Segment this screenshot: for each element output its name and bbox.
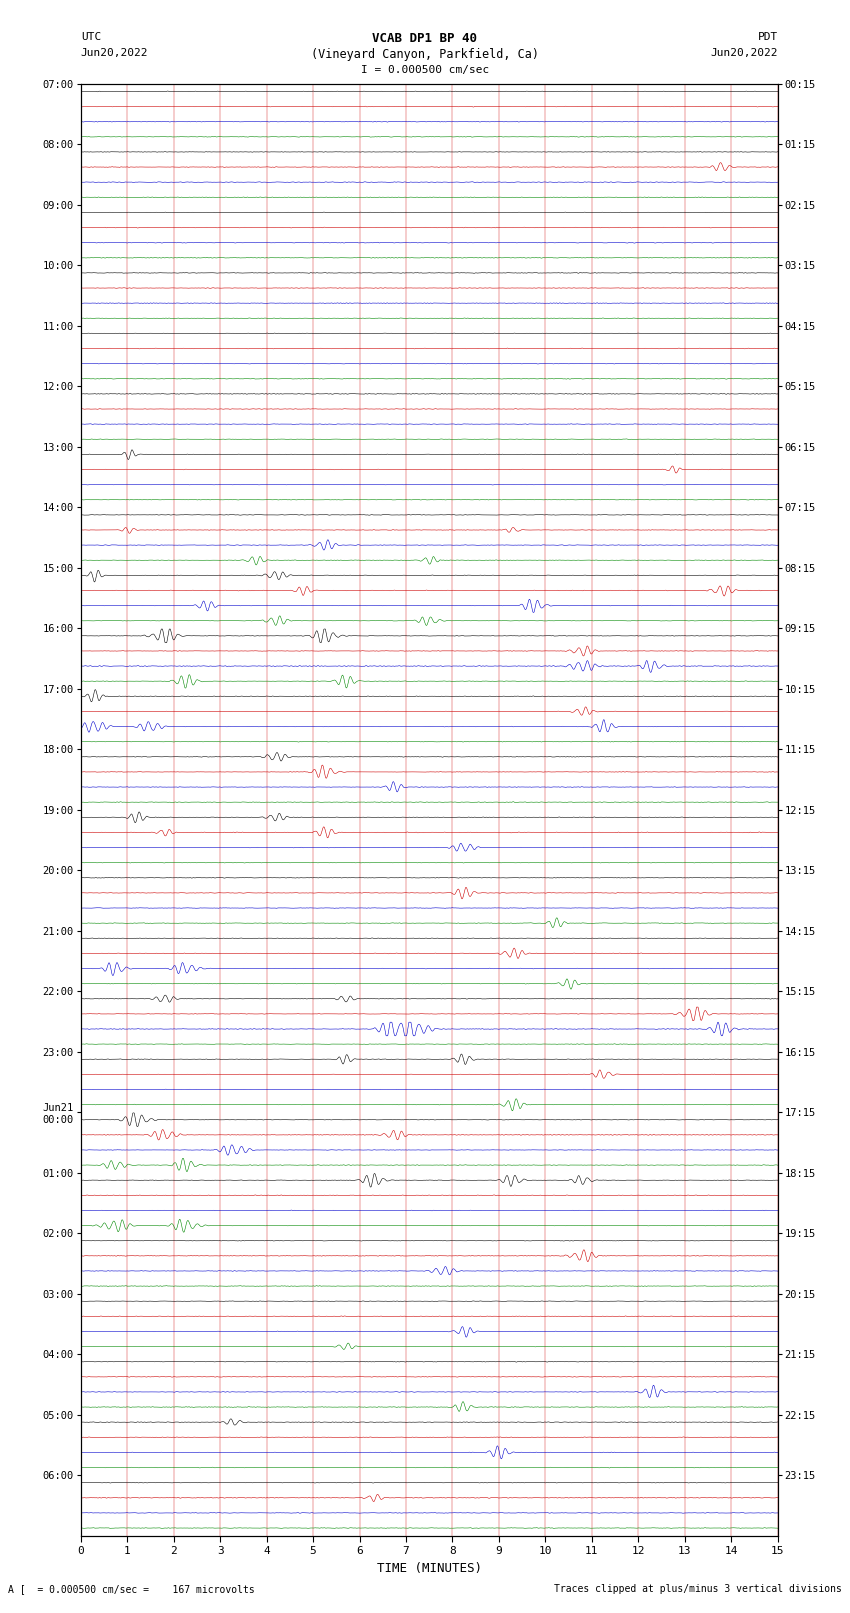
Text: Traces clipped at plus/minus 3 vertical divisions: Traces clipped at plus/minus 3 vertical …	[553, 1584, 842, 1594]
Text: VCAB DP1 BP 40: VCAB DP1 BP 40	[372, 32, 478, 45]
Text: PDT: PDT	[757, 32, 778, 42]
Text: Jun20,2022: Jun20,2022	[711, 48, 778, 58]
Text: UTC: UTC	[81, 32, 101, 42]
Text: (Vineyard Canyon, Parkfield, Ca): (Vineyard Canyon, Parkfield, Ca)	[311, 48, 539, 61]
Text: I = 0.000500 cm/sec: I = 0.000500 cm/sec	[361, 65, 489, 74]
Text: A [  = 0.000500 cm/sec =    167 microvolts: A [ = 0.000500 cm/sec = 167 microvolts	[8, 1584, 255, 1594]
X-axis label: TIME (MINUTES): TIME (MINUTES)	[377, 1561, 482, 1574]
Text: Jun20,2022: Jun20,2022	[81, 48, 148, 58]
